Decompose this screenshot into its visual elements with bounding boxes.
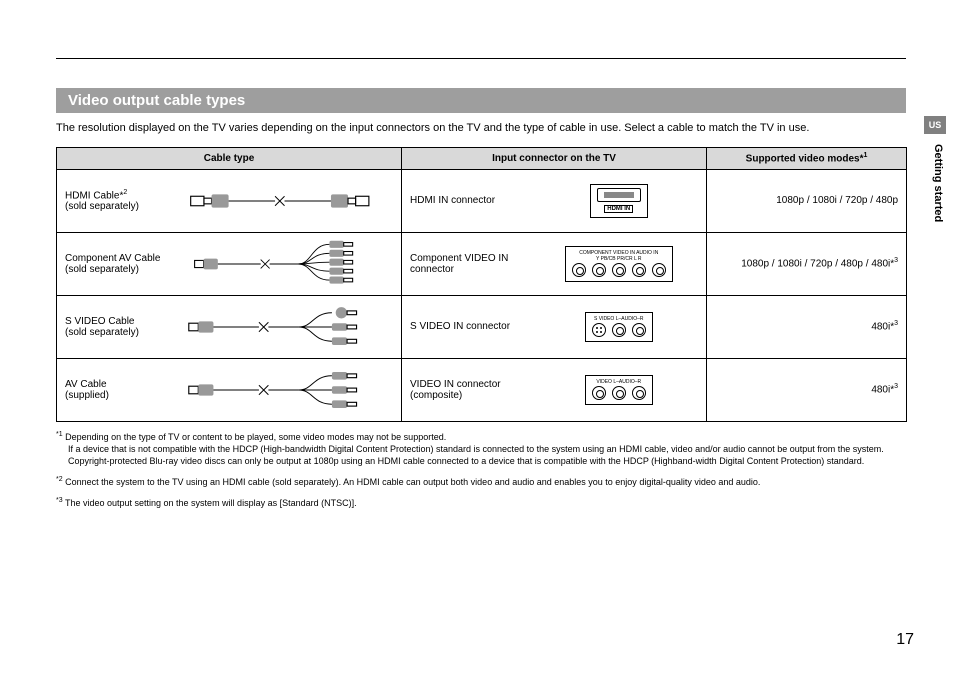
section-heading: Video output cable types <box>56 88 906 113</box>
tv-connector-panel: COMPONENT VIDEO IN AUDIO IN Y PB/CB PR/C… <box>532 232 707 295</box>
rca-jack-icon <box>612 386 626 400</box>
supported-modes: 1080p / 1080i / 720p / 480p <box>707 169 907 232</box>
cable-diagram-cell <box>177 232 402 295</box>
th-video-modes: Supported video modes*1 <box>707 148 907 169</box>
cable-name-cell: AV Cable(supplied) <box>57 358 177 421</box>
cable-name-cell: HDMI Cable*2 (sold separately) <box>57 169 177 232</box>
svideo-cable-icon <box>185 302 394 352</box>
chapter-side-label: Getting started <box>932 144 944 222</box>
rca-jack-icon <box>632 323 646 337</box>
table-header-row: Cable type Input connector on the TV Sup… <box>57 148 907 169</box>
rca-jack-icon <box>612 323 626 337</box>
table-row: Component AV Cable(sold separately) <box>57 232 907 295</box>
supported-modes: 480i*3 <box>707 358 907 421</box>
intro-text: The resolution displayed on the TV varie… <box>56 121 906 135</box>
rca-jack-icon <box>592 263 606 277</box>
tv-connector-panel: VIDEO L–AUDIO–R <box>532 358 707 421</box>
av-cable-icon <box>185 365 394 415</box>
table-row: S VIDEO Cable(sold separately) <box>57 295 907 358</box>
tv-connector-panel: HDMI IN <box>532 169 707 232</box>
cable-diagram-cell <box>177 169 402 232</box>
rca-jack-icon <box>632 386 646 400</box>
rca-jack-icon <box>612 263 626 277</box>
cable-diagram-cell <box>177 358 402 421</box>
cable-name-cell: S VIDEO Cable(sold separately) <box>57 295 177 358</box>
page-number: 17 <box>896 631 914 649</box>
component-cable-icon <box>185 239 394 289</box>
tv-connector-panel: S VIDEO L–AUDIO–R <box>532 295 707 358</box>
th-cable-type: Cable type <box>57 148 402 169</box>
rca-jack-icon <box>572 263 586 277</box>
table-row: AV Cable(supplied) <box>57 358 907 421</box>
tv-connector-label: HDMI IN connector <box>402 169 532 232</box>
cable-name-cell: Component AV Cable(sold separately) <box>57 232 177 295</box>
region-tab: US <box>924 116 946 134</box>
tv-connector-label: Component VIDEO IN connector <box>402 232 532 295</box>
hdmi-cable-icon <box>185 176 394 226</box>
manual-page: US Getting started Video output cable ty… <box>0 0 954 673</box>
table-row: HDMI Cable*2 (sold separately) HDMI IN c… <box>57 169 907 232</box>
hdmi-port-icon <box>597 188 641 202</box>
footnotes: *1 Depending on the type of TV or conten… <box>56 430 906 510</box>
rca-jack-icon <box>652 263 666 277</box>
rca-jack-icon <box>632 263 646 277</box>
top-rule <box>56 58 906 59</box>
cable-diagram-cell <box>177 295 402 358</box>
supported-modes: 1080p / 1080i / 720p / 480p / 480i*3 <box>707 232 907 295</box>
tv-connector-label: S VIDEO IN connector <box>402 295 532 358</box>
svideo-jack-icon <box>592 323 606 337</box>
cable-types-table: Cable type Input connector on the TV Sup… <box>56 147 907 421</box>
supported-modes: 480i*3 <box>707 295 907 358</box>
rca-jack-icon <box>592 386 606 400</box>
tv-connector-label: VIDEO IN connector (composite) <box>402 358 532 421</box>
th-input-connector: Input connector on the TV <box>402 148 707 169</box>
